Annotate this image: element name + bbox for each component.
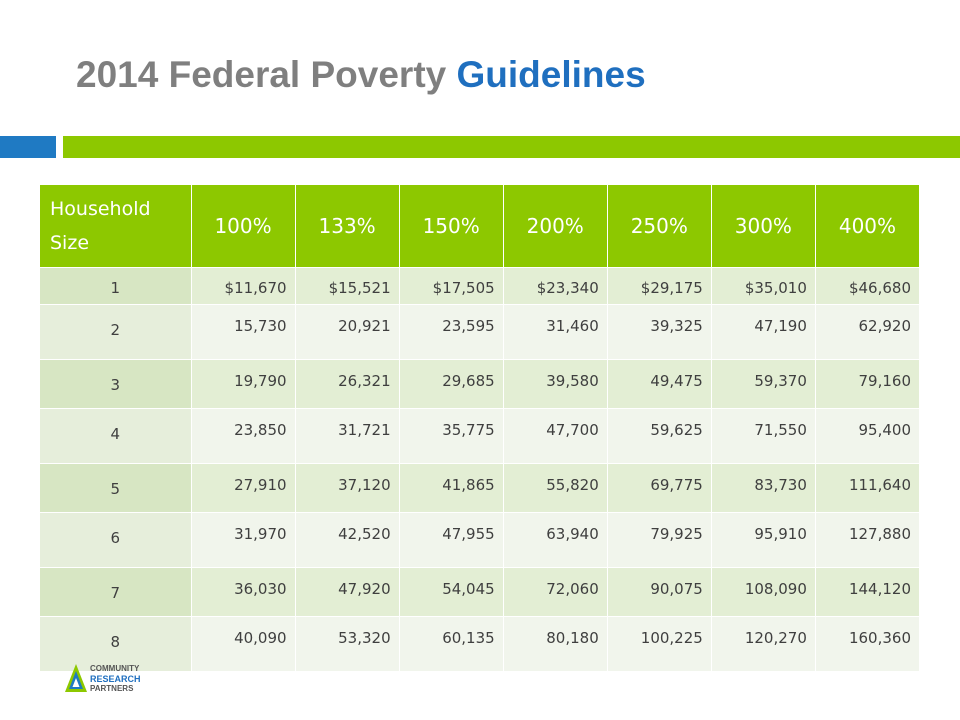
- income-cell: 54,045: [399, 567, 504, 617]
- income-cell: 23,850: [191, 408, 296, 464]
- income-cell: 100,225: [607, 616, 712, 671]
- income-cell: 79,925: [607, 512, 712, 568]
- income-cell: 69,775: [607, 463, 712, 513]
- income-cell: 120,270: [711, 616, 816, 671]
- income-cell: 42,520: [295, 512, 400, 568]
- income-cell: 41,865: [399, 463, 504, 513]
- income-cell: 90,075: [607, 567, 712, 617]
- income-cell: 29,685: [399, 359, 504, 409]
- income-cell: 31,721: [295, 408, 400, 464]
- income-cell: $15,521: [295, 267, 400, 305]
- income-cell: 47,700: [503, 408, 608, 464]
- income-cell: 23,595: [399, 304, 504, 360]
- community-research-partners-logo: COMMUNITY RESEARCH PARTNERS: [64, 662, 184, 696]
- column-header: 100%: [191, 185, 296, 268]
- logo-line-research: RESEARCH: [90, 674, 141, 684]
- household-size-cell: 1: [40, 267, 192, 305]
- income-cell: $23,340: [503, 267, 608, 305]
- income-cell: $29,175: [607, 267, 712, 305]
- column-header: 250%: [607, 185, 712, 268]
- table-row: 8 40,090 53,320 60,135 80,180 100,225 120,270 1…: [40, 616, 921, 671]
- column-header: 200%: [503, 185, 608, 268]
- logo-line-community: COMMUNITY: [90, 664, 140, 673]
- income-cell: 47,955: [399, 512, 504, 568]
- income-cell: 127,880: [815, 512, 921, 568]
- table-row: 3 19,790 26,321 29,685 39,580 49,475 59,370 79,…: [40, 359, 921, 409]
- income-cell: 31,460: [503, 304, 608, 360]
- column-header-household-size: Household Size: [40, 185, 192, 268]
- table-header-row: Household Size 100% 133% 150% 200% 250% …: [40, 185, 921, 268]
- table-row: 4 23,850 31,721 35,775 47,700 59,625 71,550 95,…: [40, 408, 921, 464]
- income-cell: 59,625: [607, 408, 712, 464]
- logo-line-partners: PARTNERS: [90, 684, 134, 693]
- income-cell: 20,921: [295, 304, 400, 360]
- table-row: 5 27,910 37,120 41,865 55,820 69,775 83,730 111…: [40, 463, 921, 513]
- logo-text: COMMUNITY RESEARCH PARTNERS: [90, 664, 141, 694]
- household-size-cell: 2: [40, 304, 192, 360]
- income-cell: $11,670: [191, 267, 296, 305]
- table-row: 7 36,030 47,920 54,045 72,060 90,075 108,090 14…: [40, 567, 921, 617]
- income-cell: 35,775: [399, 408, 504, 464]
- income-cell: 144,120: [815, 567, 921, 617]
- income-cell: 60,135: [399, 616, 504, 671]
- green-accent-bar: [63, 136, 960, 158]
- page-title: 2014 Federal Poverty Guidelines: [76, 54, 646, 96]
- income-cell: 15,730: [191, 304, 296, 360]
- income-cell: 62,920: [815, 304, 921, 360]
- income-cell: 160,360: [815, 616, 921, 671]
- income-cell: 37,120: [295, 463, 400, 513]
- income-cell: 19,790: [191, 359, 296, 409]
- column-header: 300%: [711, 185, 816, 268]
- household-size-cell: 3: [40, 359, 192, 409]
- income-cell: $46,680: [815, 267, 921, 305]
- income-cell: 47,190: [711, 304, 816, 360]
- income-cell: 95,400: [815, 408, 921, 464]
- income-cell: 111,640: [815, 463, 921, 513]
- income-cell: 53,320: [295, 616, 400, 671]
- income-cell: 59,370: [711, 359, 816, 409]
- title-main: 2014 Federal Poverty: [76, 54, 457, 95]
- triangle-logo-icon: [65, 664, 87, 692]
- income-cell: 36,030: [191, 567, 296, 617]
- column-header: 400%: [815, 185, 921, 268]
- income-cell: 72,060: [503, 567, 608, 617]
- table-row: 6 31,970 42,520 47,955 63,940 79,925 95,910 127…: [40, 512, 921, 568]
- household-size-cell: 6: [40, 512, 192, 568]
- household-size-cell: 5: [40, 463, 192, 513]
- column-header: 133%: [295, 185, 400, 268]
- income-cell: 108,090: [711, 567, 816, 617]
- income-cell: 63,940: [503, 512, 608, 568]
- income-cell: 95,910: [711, 512, 816, 568]
- blue-accent-bar: [0, 136, 56, 158]
- income-cell: 49,475: [607, 359, 712, 409]
- poverty-guidelines-table: Household Size 100% 133% 150% 200% 250% …: [40, 185, 921, 671]
- income-cell: $35,010: [711, 267, 816, 305]
- income-cell: 47,920: [295, 567, 400, 617]
- income-cell: 27,910: [191, 463, 296, 513]
- column-header: 150%: [399, 185, 504, 268]
- income-cell: 39,580: [503, 359, 608, 409]
- income-cell: 40,090: [191, 616, 296, 671]
- income-cell: 26,321: [295, 359, 400, 409]
- table-row: 2 15,730 20,921 23,595 31,460 39,325 47,190 62,…: [40, 304, 921, 360]
- income-cell: 71,550: [711, 408, 816, 464]
- income-cell: 31,970: [191, 512, 296, 568]
- income-cell: $17,505: [399, 267, 504, 305]
- income-cell: 39,325: [607, 304, 712, 360]
- household-size-cell: 8: [40, 616, 192, 671]
- household-size-cell: 4: [40, 408, 192, 464]
- income-cell: 55,820: [503, 463, 608, 513]
- title-accent: Guidelines: [456, 54, 646, 95]
- household-size-cell: 7: [40, 567, 192, 617]
- table-row: 1 $11,670 $15,521 $17,505 $23,340 $29,175 $35,…: [40, 267, 921, 305]
- income-cell: 79,160: [815, 359, 921, 409]
- income-cell: 80,180: [503, 616, 608, 671]
- income-cell: 83,730: [711, 463, 816, 513]
